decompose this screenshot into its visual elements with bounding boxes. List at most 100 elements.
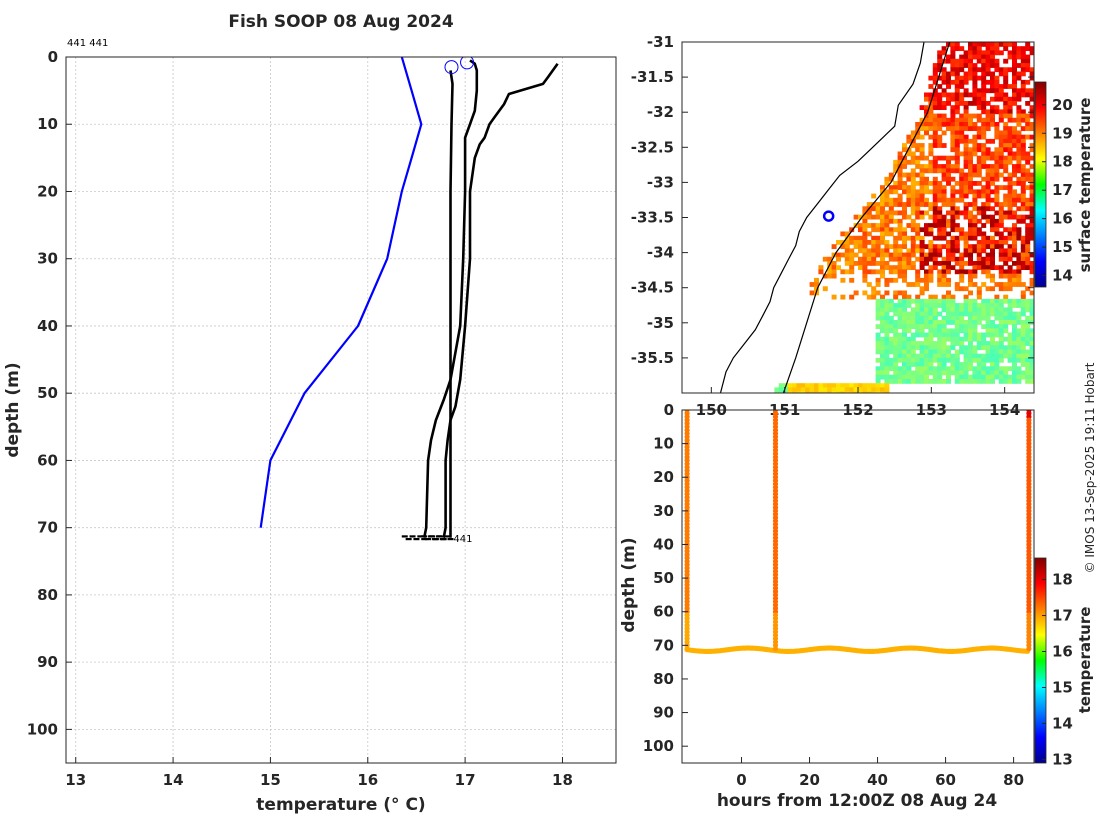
sst-cell (946, 303, 951, 308)
sst-cell (963, 79, 969, 85)
sst-cell (880, 256, 885, 262)
sst-cell (990, 336, 995, 342)
sst-cell (976, 218, 982, 224)
sst-cell (998, 244, 1004, 250)
sst-cell (928, 320, 934, 325)
sst-cell (1020, 353, 1026, 359)
sst-cell (994, 315, 1000, 321)
sst-cell (1007, 282, 1013, 287)
sst-cell (1003, 235, 1009, 241)
sst-cell (897, 218, 903, 224)
sst-cell (954, 261, 960, 266)
sst-cell (915, 181, 921, 186)
sst-cell (985, 252, 991, 258)
sst-cell (897, 223, 903, 228)
sst-cell (941, 332, 947, 338)
sst-cell (831, 261, 837, 266)
sst-cell (831, 387, 837, 393)
sst-cell (849, 277, 855, 283)
sst-cell (963, 349, 969, 355)
sst-cell (1007, 269, 1013, 275)
sst-cell (1020, 109, 1026, 115)
profile-ytick-label: 100 (27, 720, 58, 738)
sst-cell (959, 235, 965, 241)
section-xtick-label: 80 (1003, 771, 1024, 789)
sst-cell (902, 366, 907, 372)
sst-cell (981, 75, 987, 81)
sst-cell (862, 269, 868, 275)
sst-cell (1029, 147, 1034, 153)
sst-cell (1012, 46, 1017, 52)
sst-cell (1016, 138, 1022, 144)
sst-cell (893, 294, 899, 300)
sst-cell (915, 320, 921, 325)
sst-cell (919, 147, 925, 153)
sst-cell (1012, 303, 1017, 308)
sst-cell (959, 185, 965, 191)
sst-cell (990, 240, 995, 245)
sst-cell (858, 387, 863, 393)
sst-cell (906, 366, 912, 372)
section-ytick-label: 100 (643, 737, 674, 755)
sst-cell (1029, 357, 1034, 363)
sst-cell (968, 349, 973, 355)
sst-cell (1003, 248, 1009, 254)
sst-cell (937, 181, 943, 186)
sst-cell (954, 88, 960, 94)
sst-cell (998, 67, 1004, 73)
sst-cell (963, 345, 969, 351)
sst-cell (1003, 159, 1009, 165)
sst-cell (928, 307, 934, 313)
sst-cell (950, 176, 956, 182)
sst-cell (1012, 282, 1017, 287)
sst-cell (897, 303, 903, 308)
sst-cell (919, 189, 925, 195)
sst-cell (976, 261, 982, 266)
sst-cell (985, 101, 991, 106)
sst-cell (897, 324, 903, 330)
sst-cell (941, 336, 947, 342)
sst-cell (823, 396, 828, 401)
sst-cell (972, 88, 978, 94)
sst-cell (994, 92, 1000, 98)
sst-cell (932, 311, 938, 317)
sst-cell (902, 362, 907, 367)
sst-cell (990, 379, 995, 384)
sst-cell (963, 248, 969, 254)
sst-cell (880, 396, 885, 401)
sst-cell (954, 315, 960, 321)
sst-cell (924, 92, 929, 98)
sst-cell (788, 396, 793, 401)
sst-cell (937, 282, 943, 287)
sst-cell (976, 96, 982, 102)
sst-cell (946, 256, 951, 262)
sst-cell (937, 303, 943, 308)
sst-cell (910, 332, 916, 338)
sst-cell (981, 332, 987, 338)
sst-cell (976, 244, 982, 250)
sst-cell (853, 391, 859, 393)
sst-cell (853, 235, 859, 241)
sst-cell (1025, 172, 1031, 178)
sst-cell (1029, 282, 1034, 287)
sst-cell (950, 248, 956, 254)
sst-cell (1020, 235, 1026, 241)
sst-cell (1025, 261, 1031, 266)
section-ytick-label: 30 (653, 502, 674, 520)
sst-cell (968, 345, 973, 351)
sst-cell (1029, 227, 1034, 233)
sst-cell (959, 54, 965, 60)
sst-cell (875, 370, 881, 376)
sst-cell (1016, 374, 1022, 380)
sst-cell (924, 197, 929, 203)
sst-cell (1016, 71, 1022, 77)
sst-cell (990, 370, 995, 376)
sst-cell (990, 248, 995, 254)
sst-cell (994, 265, 1000, 271)
section-ytick-label: 90 (653, 704, 674, 722)
sst-cell (858, 396, 863, 401)
sst-cell (893, 370, 899, 376)
sst-cell (959, 349, 965, 355)
sst-cell (778, 391, 784, 393)
sst-cell (946, 345, 951, 351)
